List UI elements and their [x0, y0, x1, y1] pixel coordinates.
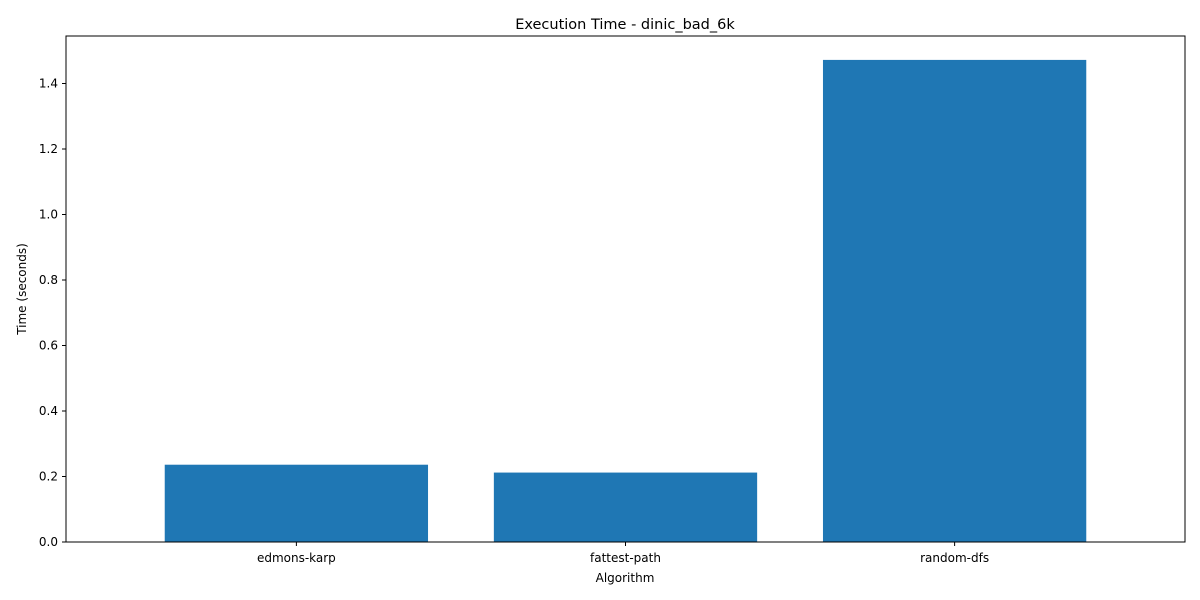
x-axis-label: Algorithm [596, 571, 655, 585]
x-tick-label: edmons-karp [257, 551, 336, 565]
y-axis: 0.0 0.2 0.4 0.6 0.8 1.0 1.2 1.4 [39, 76, 66, 549]
x-tick-label: fattest-path [590, 551, 661, 565]
y-tick-label: 0.8 [39, 273, 58, 287]
plot-frame [65, 35, 1186, 543]
bar-random-dfs [822, 59, 1087, 543]
y-tick-label: 0.6 [39, 338, 58, 352]
y-tick-label: 0.2 [39, 469, 58, 483]
y-tick-label: 1.2 [39, 142, 58, 156]
x-axis: edmons-karp fattest-path random-dfs [257, 542, 989, 565]
bar-edmons-karp [164, 464, 429, 542]
bars-group [164, 59, 1087, 543]
y-tick-label: 0.4 [39, 404, 58, 418]
y-axis-label: Time (seconds) [15, 243, 29, 336]
chart-title: Execution Time - dinic_bad_6k [515, 17, 735, 33]
y-tick-label: 1.0 [39, 207, 58, 221]
x-tick-label: random-dfs [920, 551, 989, 565]
y-tick-label: 1.4 [39, 76, 58, 90]
y-tick-label: 0.0 [39, 535, 58, 549]
bar-fattest-path [493, 472, 758, 542]
